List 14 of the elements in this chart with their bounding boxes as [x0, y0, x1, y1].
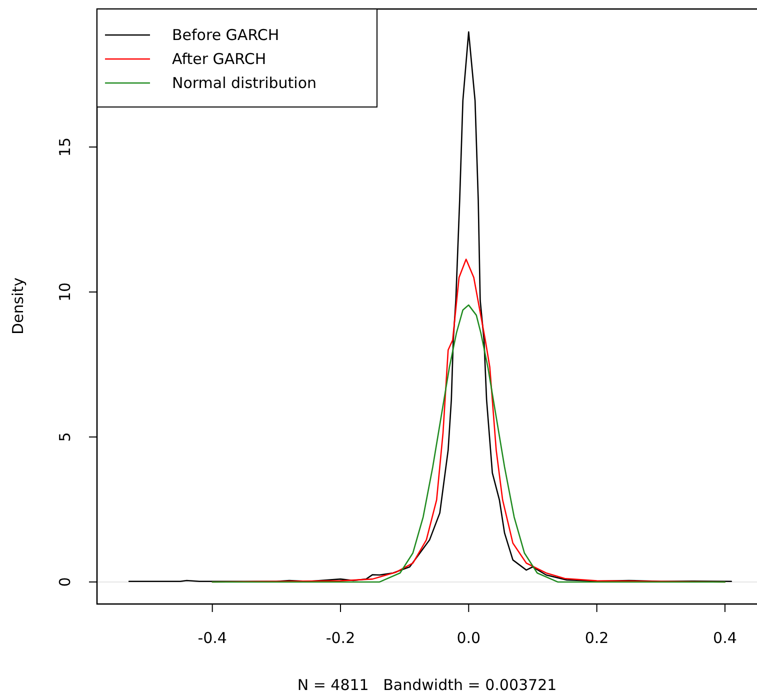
y-tick-label: 15 — [56, 137, 74, 157]
x-tick-label: -0.2 — [326, 629, 356, 647]
x-tick-label: -0.4 — [198, 629, 227, 647]
y-axis-title: Density — [9, 277, 27, 335]
x-tick-label: 0.0 — [456, 629, 481, 647]
legend-label: Normal distribution — [172, 74, 317, 92]
x-tick-label: 0.4 — [713, 629, 737, 647]
x-tick-label: 0.2 — [584, 629, 609, 647]
legend-label: After GARCH — [172, 50, 266, 68]
y-tick-label: 5 — [56, 432, 74, 442]
x-axis-title: N = 4811 Bandwidth = 0.003721 — [297, 676, 557, 694]
y-tick-label: 10 — [56, 282, 74, 302]
legend-label: Before GARCH — [172, 26, 280, 44]
y-tick-label: 0 — [56, 577, 74, 587]
